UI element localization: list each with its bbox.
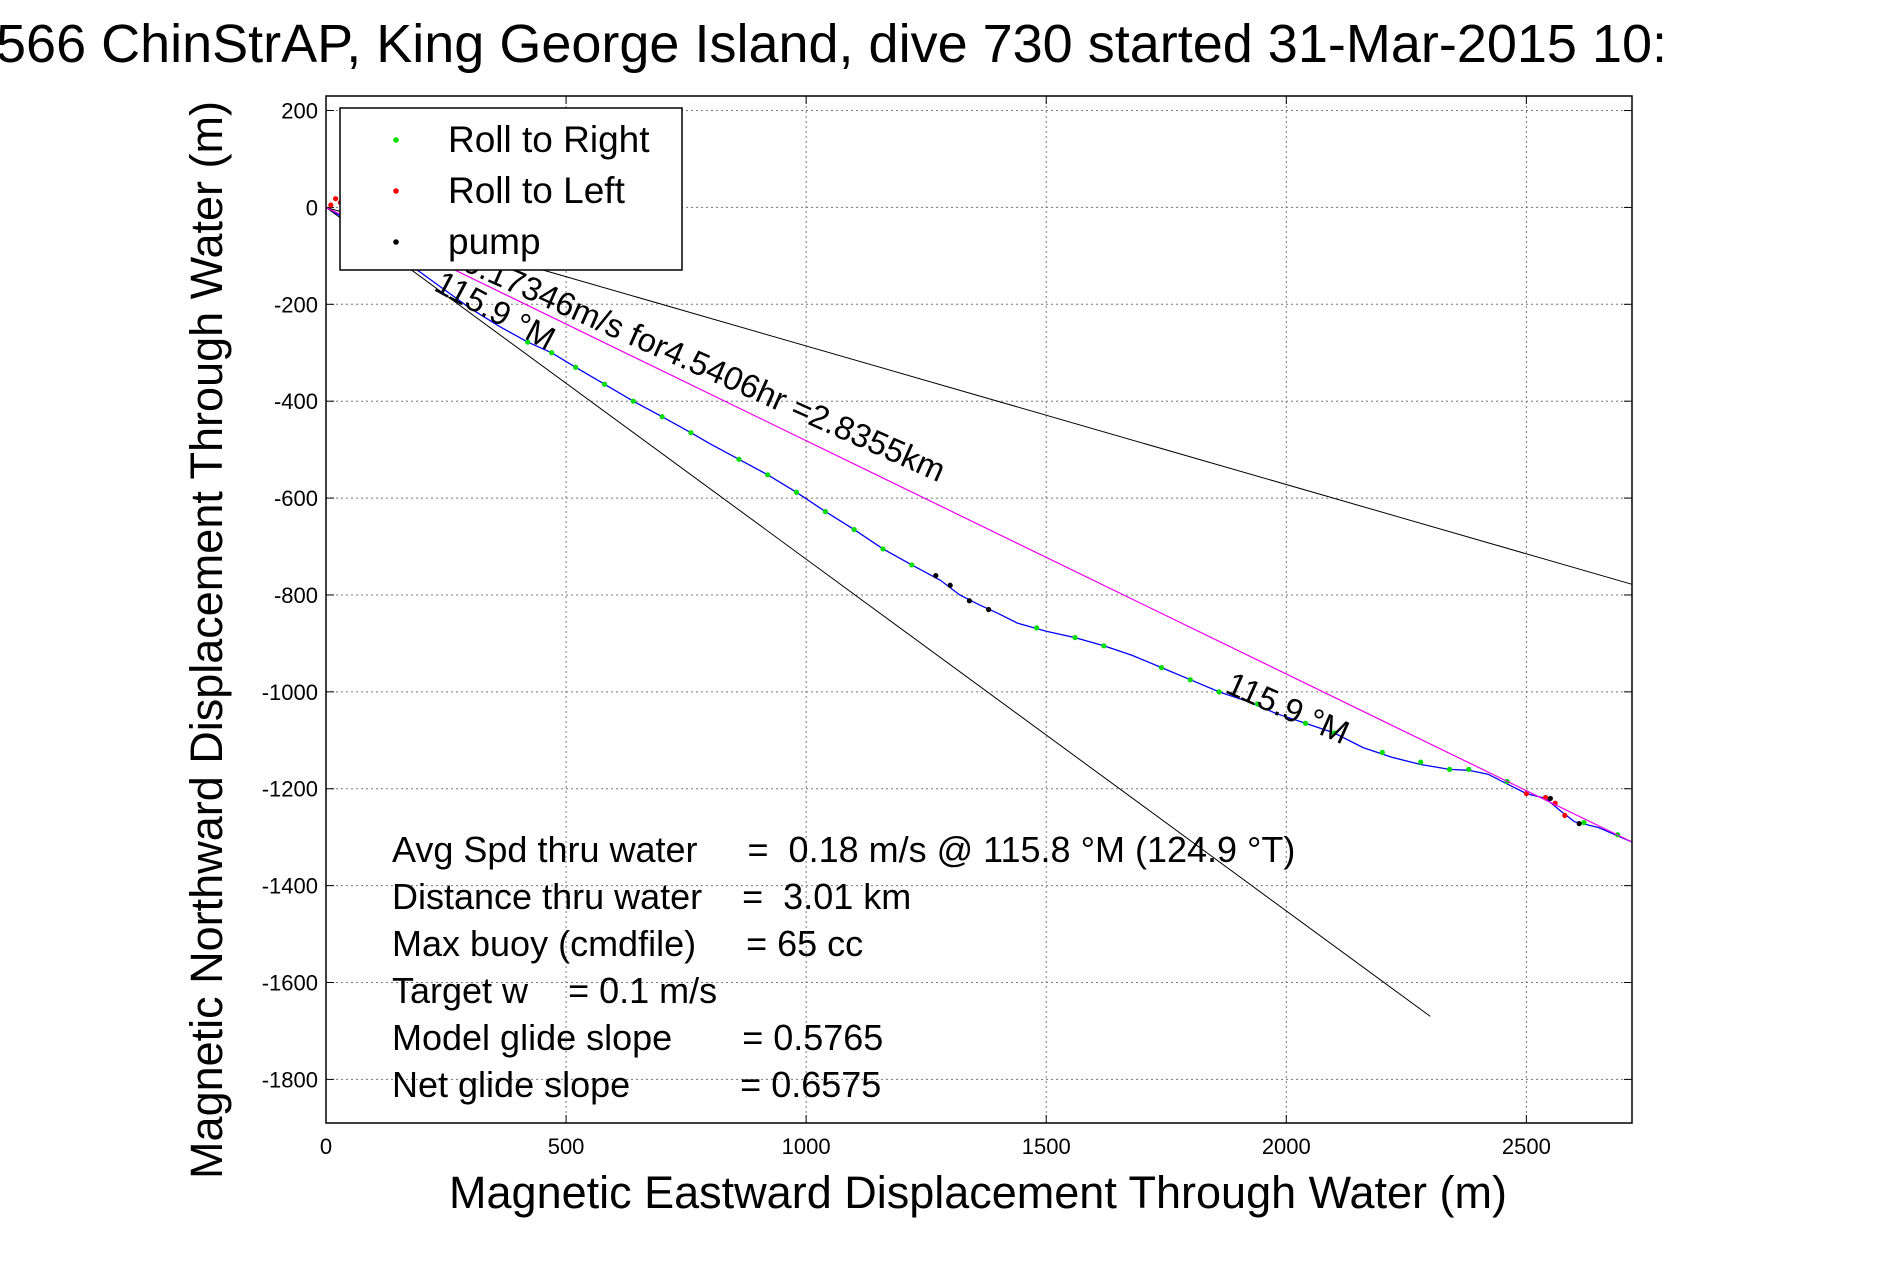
roll-right-point — [909, 562, 915, 568]
roll-right-point — [1187, 677, 1193, 683]
roll-right-point — [1072, 634, 1078, 641]
legend-marker — [393, 188, 399, 194]
roll-right-point — [1379, 749, 1385, 756]
roll-right-point — [525, 339, 531, 345]
roll-right-point — [601, 381, 608, 387]
roll-right-point — [822, 509, 828, 515]
plot-frame — [325, 95, 1633, 1124]
track-line — [325, 206, 1633, 843]
roll-right-point — [1158, 665, 1165, 671]
roll-right-point — [549, 350, 555, 356]
x-tick-label: 1500 — [1022, 1134, 1071, 1159]
y-axis-label: Magnetic Northward Displacement Through … — [181, 101, 232, 1179]
pump-point — [1576, 821, 1582, 827]
x-tick-label: 1000 — [782, 1134, 831, 1159]
line-annotation: 0.17346m/s for4.5406hr =2.8355km — [458, 242, 952, 489]
x-tick-label: 0 — [320, 1134, 332, 1159]
roll-right-point — [736, 456, 742, 462]
y-tick-label: -600 — [274, 486, 318, 511]
annotations: 0.17346m/s for4.5406hr =2.8355km 115.9 °M… — [429, 242, 1355, 751]
stat-line: Max buoy (cmdfile) = 65 cc — [392, 923, 863, 964]
roll-right-point — [851, 526, 857, 533]
pump-point — [947, 582, 953, 588]
roll-right-point — [1216, 689, 1222, 695]
chart-title: 566 ChinStrAP, King George Island, dive … — [0, 14, 1667, 74]
x-tick-label: 2500 — [1502, 1134, 1551, 1159]
pump-point — [1547, 795, 1553, 802]
y-tick-label: -400 — [274, 389, 318, 414]
pump-point — [933, 572, 939, 579]
legend-marker — [393, 137, 399, 143]
roll-right-point — [1302, 720, 1309, 726]
roll-right-point — [1466, 766, 1472, 772]
roll-right-point — [659, 414, 665, 420]
roll-right-point — [688, 430, 694, 436]
x-axis-label: Magnetic Eastward Displacement Through W… — [449, 1167, 1507, 1218]
roll-right-point — [1034, 625, 1040, 631]
roll-right-point — [880, 546, 886, 552]
roll-right-point — [765, 472, 771, 478]
x-tick-label: 2000 — [1262, 1134, 1311, 1159]
roll-right-point — [573, 364, 579, 370]
y-tick-label: -200 — [274, 292, 318, 317]
stat-line: Net glide slope = 0.6575 — [392, 1064, 881, 1105]
heading-line — [325, 206, 1431, 1017]
roll-right-point — [1331, 730, 1337, 736]
stat-line: Distance thru water = 3.01 km — [392, 876, 911, 917]
legend-marker — [393, 239, 399, 245]
x-tick-label: 500 — [548, 1134, 585, 1159]
roll-right-point — [1418, 759, 1424, 765]
stat-line: Target w = 0.1 m/s — [392, 970, 717, 1011]
avg-displacement-line — [325, 206, 1633, 843]
stats-block: Avg Spd thru water = 0.18 m/s @ 115.8 °M… — [392, 829, 1295, 1105]
pump-point — [986, 606, 992, 613]
stat-line: Avg Spd thru water = 0.18 m/s @ 115.8 °M… — [392, 829, 1295, 870]
legend-label: pump — [448, 221, 541, 262]
legend-label: Roll to Right — [448, 119, 650, 160]
pump-point — [966, 598, 972, 604]
roll-left-point — [1562, 812, 1568, 818]
axis-ticks: 0 500 1000 1500 2000 25002000-200-400-600-800… — [262, 96, 1632, 1159]
legend-label: Roll to Left — [448, 170, 626, 211]
roll-left-point — [1523, 790, 1529, 797]
y-tick-label: 0 — [306, 195, 318, 220]
line-annotation: 115.9 °M — [1221, 664, 1355, 751]
y-tick-label: -1000 — [262, 680, 318, 705]
roll-right-point — [793, 489, 800, 495]
y-tick-label: -1400 — [262, 874, 318, 899]
roll-left-point — [333, 196, 339, 202]
roll-right-point — [1581, 820, 1587, 826]
y-tick-label: -1800 — [262, 1067, 318, 1092]
legend: Roll to Right Roll to Left pump — [339, 107, 683, 271]
roll-right-point — [630, 398, 636, 404]
y-tick-label: 200 — [281, 99, 318, 124]
y-tick-label: -800 — [274, 583, 318, 608]
roll-right-point — [1254, 701, 1261, 707]
roll-right-point — [1101, 643, 1107, 649]
roll-right-point — [1446, 766, 1453, 772]
roll-left-point — [328, 202, 334, 208]
y-tick-label: -1600 — [262, 971, 318, 996]
y-tick-label: -1200 — [262, 777, 318, 802]
stat-line: Model glide slope = 0.5765 — [392, 1017, 883, 1058]
